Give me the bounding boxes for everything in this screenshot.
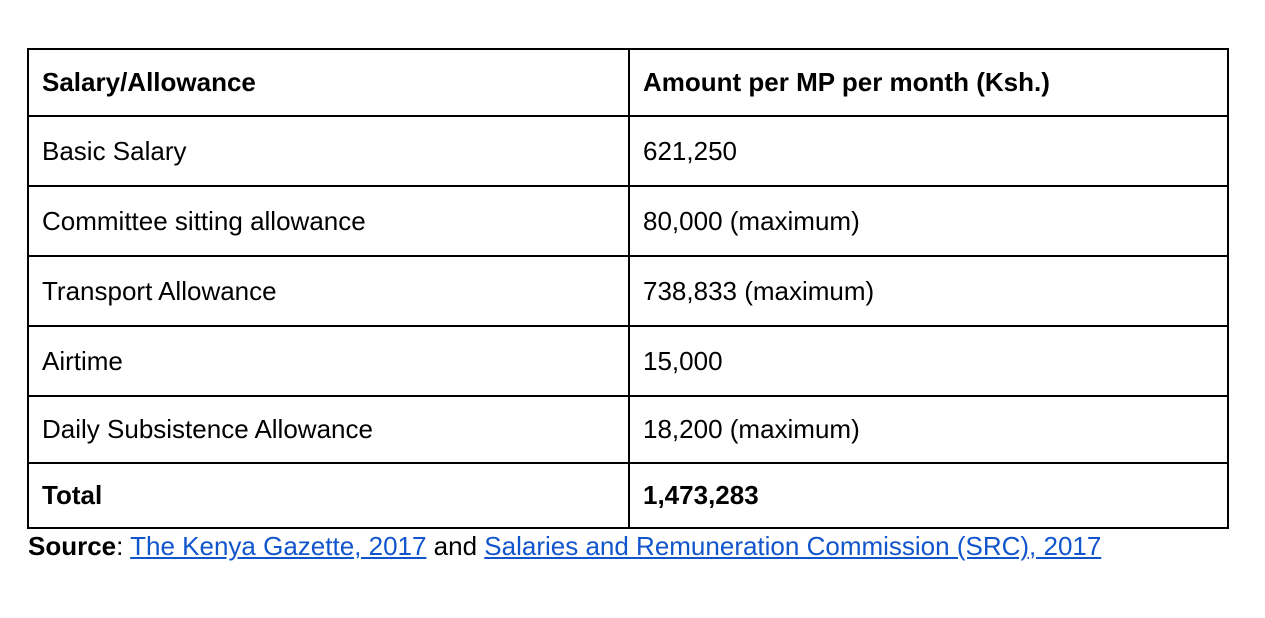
row-amount: 15,000 xyxy=(628,325,1229,397)
table-row: Committee sitting allowance 80,000 (maxi… xyxy=(27,185,1229,257)
source-label: Source xyxy=(28,531,117,561)
table-row: Basic Salary 621,250 xyxy=(27,115,1229,187)
row-amount: 621,250 xyxy=(628,115,1229,187)
source-note: Source: The Kenya Gazette, 2017 and Sala… xyxy=(28,528,1218,565)
table-row: Daily Subsistence Allowance 18,200 (maxi… xyxy=(27,395,1229,464)
header-amount: Amount per MP per month (Ksh.) xyxy=(628,48,1229,117)
table-row: Transport Allowance 738,833 (maximum) xyxy=(27,255,1229,327)
row-label: Transport Allowance xyxy=(27,255,630,327)
row-label: Basic Salary xyxy=(27,115,630,187)
row-label: Committee sitting allowance xyxy=(27,185,630,257)
source-and: and xyxy=(426,531,485,561)
row-label: Daily Subsistence Allowance xyxy=(27,395,630,464)
total-label: Total xyxy=(27,462,630,529)
header-salary-allowance: Salary/Allowance xyxy=(27,48,630,117)
salary-table: Salary/Allowance Amount per MP per month… xyxy=(27,48,1229,529)
kenya-gazette-link[interactable]: The Kenya Gazette, 2017 xyxy=(130,531,427,561)
table-header-row: Salary/Allowance Amount per MP per month… xyxy=(27,48,1229,117)
total-amount: 1,473,283 xyxy=(628,462,1229,529)
table-total-row: Total 1,473,283 xyxy=(27,462,1229,529)
row-amount: 80,000 (maximum) xyxy=(628,185,1229,257)
table-row: Airtime 15,000 xyxy=(27,325,1229,397)
source-colon: : xyxy=(116,531,131,561)
row-amount: 18,200 (maximum) xyxy=(628,395,1229,464)
row-label: Airtime xyxy=(27,325,630,397)
src-link[interactable]: Salaries and Remuneration Commission (SR… xyxy=(484,531,1102,561)
row-amount: 738,833 (maximum) xyxy=(628,255,1229,327)
